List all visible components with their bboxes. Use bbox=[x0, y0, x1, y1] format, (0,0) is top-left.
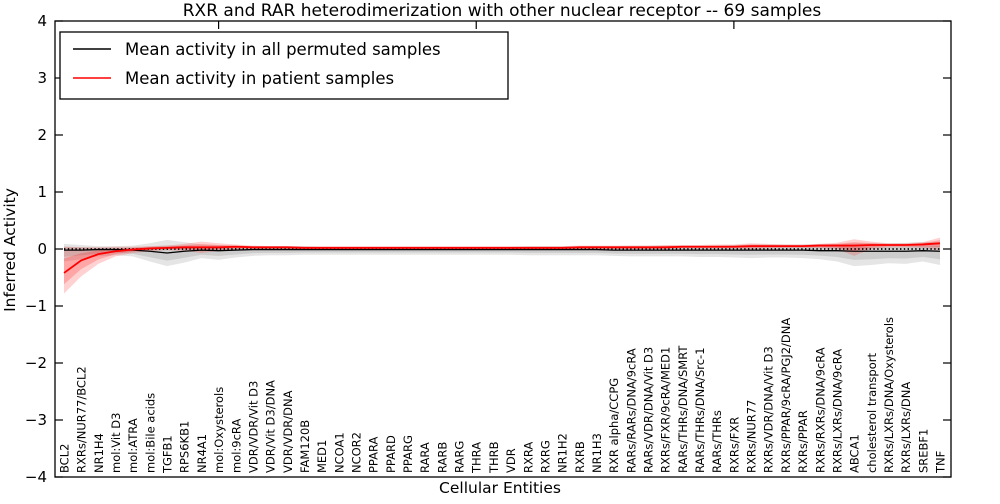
x-tick-label: RXRs/PPAR bbox=[796, 410, 810, 473]
x-tick-label: VDR/Vit D3/DNA bbox=[264, 380, 278, 473]
x-tick-label: NR1H4 bbox=[92, 433, 106, 473]
x-tick-label: mol:Bile acids bbox=[143, 393, 157, 473]
x-tick-label: NR1H3 bbox=[590, 433, 604, 473]
series-lines bbox=[63, 242, 941, 274]
x-tick-label: RXRs/NUR77 bbox=[745, 400, 759, 473]
x-tick-label: RARs/VDR/DNA/Vit D3 bbox=[642, 347, 656, 473]
x-tick-label: RXR alpha/CCPG bbox=[607, 378, 621, 473]
x-tick-label: MED1 bbox=[315, 440, 329, 473]
x-tick-label: mol:9cRA bbox=[229, 419, 243, 473]
y-axis-label: Inferred Activity bbox=[1, 188, 19, 312]
legend: Mean activity in all permuted samples Me… bbox=[59, 31, 509, 100]
x-tick-label: RXRA bbox=[521, 442, 535, 473]
x-tick-label: ABCA1 bbox=[848, 434, 862, 473]
x-tick-label: FAM120B bbox=[298, 420, 312, 473]
x-tick-label: RXRs/NUR77/BCL2 bbox=[75, 366, 89, 473]
x-tick-label: RARB bbox=[435, 442, 449, 473]
x-tick-label: RXRs/RXRs/DNA/9cRA bbox=[813, 347, 827, 473]
y-tick-labels: 4 3 2 1 0 −1 −2 −3 −4 bbox=[25, 12, 47, 486]
x-tick-label: VDR/VDR/Vit D3 bbox=[246, 381, 260, 473]
x-tick-label: RXRs/LXRs/DNA/9cRA bbox=[830, 349, 844, 473]
plot-border bbox=[54, 20, 952, 478]
x-tick-label: PPARA bbox=[367, 436, 381, 473]
x-tick-label: VDR/VDR/DNA bbox=[281, 390, 295, 473]
x-tick-labels: BCL2 RXRs/NUR77/BCL2 NR1H4 mol:Vit D3 mol:AT… bbox=[58, 317, 948, 474]
x-tick-label: mol:Vit D3 bbox=[109, 413, 123, 473]
x-tick-label: RARA bbox=[418, 442, 432, 473]
y-tick-label: 2 bbox=[37, 126, 47, 144]
legend-box bbox=[59, 31, 509, 100]
x-tick-label: NR1H2 bbox=[556, 433, 570, 473]
x-tick-label: NCOA1 bbox=[332, 432, 346, 473]
x-tick-label: TNF bbox=[934, 451, 948, 474]
x-tick-label: THRA bbox=[470, 442, 484, 474]
x-tick-label: RXRs/FXR bbox=[727, 417, 741, 473]
x-tick-label: RXRs/FXR/9cRA/MED1 bbox=[659, 347, 673, 473]
x-tick-label: PPARD bbox=[384, 435, 398, 473]
x-tick-label: NCOR2 bbox=[350, 432, 364, 473]
x-tick-label: RXRs/LXRs/DNA bbox=[899, 382, 913, 473]
y-tick-label: 4 bbox=[37, 12, 47, 30]
x-tick-label: RARs/THRs/DNA/SMRT bbox=[676, 345, 690, 473]
x-tick-label: RARs/THRs/DNA/Src-1 bbox=[693, 347, 707, 473]
x-tick-label: RXRs/VDR/DNA/Vit D3 bbox=[762, 346, 776, 473]
x-tick-label: RARG bbox=[453, 441, 467, 473]
y-tick-label: 1 bbox=[37, 183, 47, 201]
x-tick-label: VDR bbox=[504, 448, 518, 473]
x-tick-label: RARs/RARs/DNA/9cRA bbox=[624, 348, 638, 473]
x-tick-label: RXRs/PPAR/9cRA/PGJ2/DNA bbox=[779, 318, 793, 473]
x-tick-label: RXRG bbox=[538, 440, 552, 473]
x-tick-label: BCL2 bbox=[58, 444, 72, 473]
x-tick-label: TGFB1 bbox=[161, 435, 175, 474]
y-tick-label: 3 bbox=[37, 69, 47, 87]
patient-band-inner bbox=[64, 240, 940, 285]
x-tick-label: mol:ATRA bbox=[126, 418, 140, 473]
x-tick-label: mol:Oxysterols bbox=[212, 387, 226, 473]
patient-mean-line bbox=[63, 242, 941, 274]
y-tick-label: −4 bbox=[25, 468, 47, 486]
y-tick-label: −1 bbox=[25, 297, 47, 315]
x-tick-label: RPS6KB1 bbox=[178, 421, 192, 473]
y-tick-label: 0 bbox=[37, 240, 47, 258]
x-tick-label: RXRB bbox=[573, 441, 587, 473]
x-tick-label: THRB bbox=[487, 441, 501, 474]
y-tick-label: −2 bbox=[25, 354, 47, 372]
legend-label-patient: Mean activity in patient samples bbox=[125, 69, 394, 88]
x-tick-label: NR4A1 bbox=[195, 434, 209, 473]
legend-label-permuted: Mean activity in all permuted samples bbox=[125, 40, 441, 59]
x-tick-label: RARs/THRs bbox=[710, 410, 724, 473]
x-tick-label: SREBF1 bbox=[916, 429, 930, 473]
x-tick-label: cholesterol transport bbox=[865, 353, 879, 473]
x-tick-label: RXRs/LXRs/DNA/Oxysterols bbox=[882, 317, 896, 473]
chart-title: RXR and RAR heterodimerization with othe… bbox=[183, 1, 822, 21]
x-axis-label: Cellular Entities bbox=[439, 479, 561, 497]
y-tick-label: −3 bbox=[25, 411, 47, 429]
x-tick-label: PPARG bbox=[401, 435, 415, 473]
